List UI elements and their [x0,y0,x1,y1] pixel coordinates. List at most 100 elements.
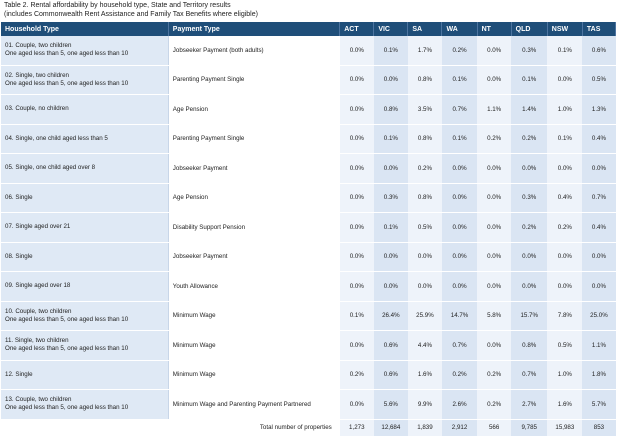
table-row: 01. Couple, two children One aged less th… [1,36,616,66]
value-cell: 0.1% [373,124,408,154]
payment-type-cell: Jobseeker Payment [167,242,340,272]
household-detail: One aged less than 5, one aged less than… [5,404,129,412]
value-cell: 0.0% [511,153,548,184]
table-row: 13. Couple, two children One aged less th… [1,389,616,420]
value-cell: 0.0% [547,271,583,302]
value-cell: 0.2% [477,389,512,420]
total-label: Total number of properties [1,419,340,436]
value-cell: 0.0% [511,242,548,272]
value-cell: 1.0% [547,360,583,390]
value-cell: 0.8% [511,330,548,361]
household-type-cell: 02. Single, two children One aged less th… [1,65,169,95]
value-cell: 1.0% [547,94,583,125]
table-caption: Table 2. Rental affordability by househo… [4,2,258,19]
value-cell: 0.7% [582,183,616,213]
value-cell: 0.0% [477,153,512,184]
value-cell: 0.6% [373,360,408,390]
value-cell: 0.0% [582,242,616,272]
table-row: 03. Couple, no children Age Pension 0.0% 0.… [1,94,616,125]
value-cell: 0.0% [373,242,408,272]
payment-type-cell: Age Pension [167,183,340,213]
value-cell: 0.1% [373,212,408,243]
household-type-cell: 05. Single, one child aged over 8 [1,153,169,184]
household-type-cell: 01. Couple, two children One aged less th… [1,36,169,66]
value-cell: 0.2% [407,153,442,184]
value-cell: 0.0% [477,242,512,272]
column-header: NSW [547,22,583,36]
value-cell: 0.0% [582,153,616,184]
value-cell: 0.0% [511,271,548,302]
household-type: 12. Single [5,370,33,378]
value-cell: 0.1% [441,124,478,154]
value-cell: 0.5% [582,65,616,95]
table-row: 08. Single Jobseeker Payment 0.0% 0.0% 0.0% 0… [1,242,616,272]
value-cell: 0.0% [477,330,512,361]
value-cell: 0.0% [339,330,374,361]
household-type: 13. Couple, two children [5,396,72,404]
value-cell: 4.4% [407,330,442,361]
total-value-cell: 12,684 [373,419,408,436]
value-cell: 0.1% [441,65,478,95]
caption-note: (includes Commonwealth Rent Assistance a… [4,10,258,18]
household-type: 11. Single, two children [5,337,69,345]
column-header: Household Type [1,22,169,36]
value-cell: 0.2% [511,212,548,243]
value-cell: 0.8% [407,183,442,213]
value-cell: 2.7% [511,389,548,420]
value-cell: 9.9% [407,389,442,420]
value-cell: 0.0% [441,153,478,184]
household-type: 05. Single, one child aged over 8 [5,164,96,172]
value-cell: 0.8% [407,65,442,95]
value-cell: 1.1% [582,330,616,361]
value-cell: 25.0% [582,301,616,331]
value-cell: 0.1% [547,36,583,66]
value-cell: 0.2% [477,124,512,154]
value-cell: 2.6% [441,389,478,420]
table-body: 01. Couple, two children One aged less th… [1,36,616,436]
household-type-cell: 06. Single [1,183,169,213]
payment-type-cell: Jobseeker Payment (both adults) [167,36,340,66]
table-row: 04. Single, one child aged less than 5 Pa… [1,124,616,154]
table-row: 11. Single, two children One aged less th… [1,330,616,361]
value-cell: 1.7% [407,36,442,66]
value-cell: 0.2% [477,360,512,390]
household-detail: One aged less than 5, one aged less than… [5,345,129,353]
value-cell: 0.2% [339,360,374,390]
value-cell: 0.7% [511,360,548,390]
column-header: WA [441,22,478,36]
value-cell: 0.0% [339,212,374,243]
caption-title: Table 2. Rental affordability by househo… [4,2,231,9]
value-cell: 15.7% [511,301,548,331]
household-type-cell: 10. Couple, two children One aged less th… [1,301,169,331]
value-cell: 0.0% [547,242,583,272]
payment-type-cell: Parenting Payment Single [167,124,340,154]
column-header: VIC [373,22,409,36]
value-cell: 0.0% [339,183,374,213]
value-cell: 0.0% [339,389,374,420]
value-cell: 26.4% [373,301,408,331]
column-header: ACT [339,22,375,36]
value-cell: 0.0% [582,271,616,302]
value-cell: 0.0% [441,212,478,243]
value-cell: 0.8% [373,94,408,125]
household-type-cell: 08. Single [1,242,169,272]
column-header: NT [477,22,512,36]
value-cell: 0.0% [407,271,442,302]
total-value-cell: 566 [477,419,512,436]
household-type-cell: 11. Single, two children One aged less th… [1,330,169,361]
household-type: 09. Single aged over 18 [5,282,71,290]
table-row: 12. Single Minimum Wage 0.2% 0.6% 1.6% 0.2% 0.… [1,360,616,390]
value-cell: 0.0% [547,65,583,95]
payment-type-cell: Parenting Payment Single [167,65,340,95]
value-cell: 0.0% [477,212,512,243]
column-header: SA [407,22,443,36]
affordability-table: Household Type Payment Type ACT VIC SA WA NT QL… [1,22,617,436]
value-cell: 0.1% [373,36,408,66]
value-cell: 0.0% [373,65,408,95]
payment-type-cell: Youth Allowance [167,271,340,302]
household-detail: One aged less than 5, one aged less than… [5,50,129,58]
table-row: 05. Single, one child aged over 8 Jobseek… [1,153,616,184]
value-cell: 0.6% [582,36,616,66]
payment-type-cell: Minimum Wage and Parenting Payment Partn… [167,389,340,420]
table-header-row: Household Type Payment Type ACT VIC SA WA NT QL… [1,22,617,36]
